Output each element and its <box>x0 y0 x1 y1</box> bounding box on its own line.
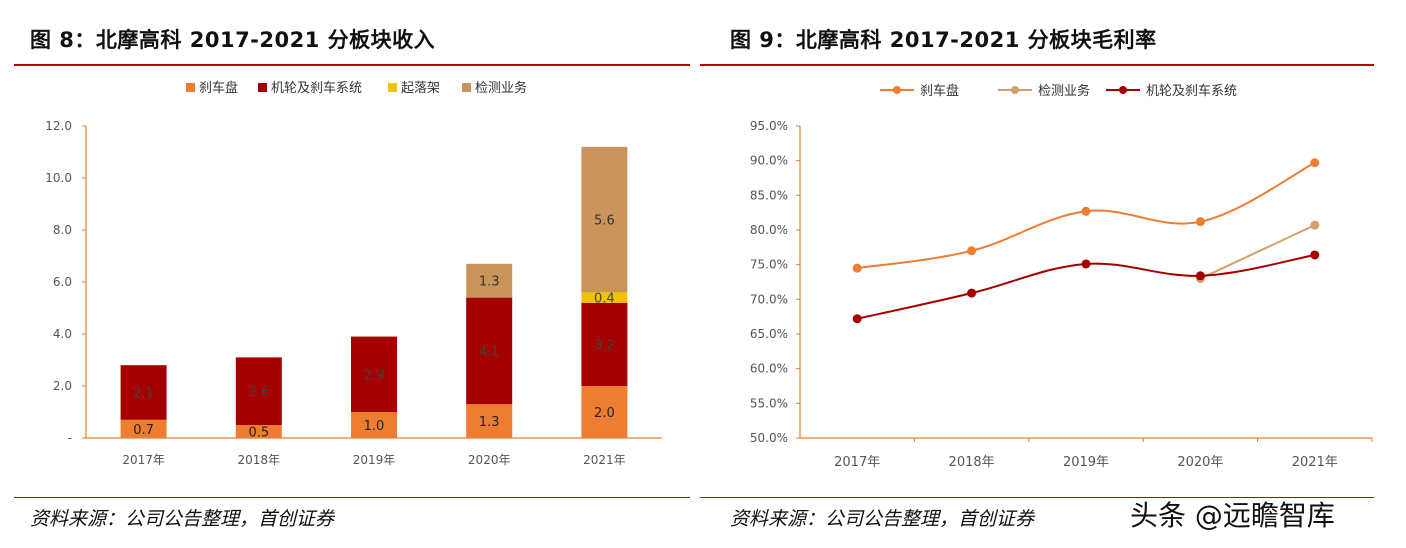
bar-data-label: 5.6 <box>594 214 615 229</box>
bar-segment <box>581 302 628 386</box>
y-tick-label: 2.0 <box>53 379 72 393</box>
margin-line-chart: 刹车盘 检测业务 机轮及刹车系统 50.0% 55.0% 60.0% 65.0% 70.0% 7… <box>750 83 1373 470</box>
y-tick-label: 65.0% <box>750 327 788 341</box>
legend-label-0: 刹车盘 <box>199 80 238 96</box>
legend-swatch-1 <box>258 83 267 92</box>
bar-segment <box>581 292 628 303</box>
y-tick-label: 4.0 <box>53 327 72 341</box>
right-chart-panel: 图 9：北摩高科 2017-2021 分板块毛利率 刹车盘 检测业务 机轮及刹车系统… <box>700 0 1406 548</box>
bar-segment <box>581 386 628 438</box>
bar-segment <box>466 297 513 405</box>
series-point <box>1310 158 1320 168</box>
y-tick-label: 95.0% <box>750 119 788 133</box>
bar-legend: 刹车盘 机轮及刹车系统 起落架 检测业务 <box>186 80 527 96</box>
x-tick-label: 2017年 <box>834 455 880 470</box>
series-point <box>852 263 862 273</box>
right-chart-title: 图 9：北摩高科 2017-2021 分板块毛利率 <box>730 28 1157 52</box>
left-chart-title: 图 8：北摩高科 2017-2021 分板块收入 <box>30 28 436 52</box>
line-legend: 刹车盘 检测业务 机轮及刹车系统 <box>880 83 1237 99</box>
series-point <box>1310 250 1320 260</box>
bar-segment <box>581 146 628 293</box>
legend-label-1: 机轮及刹车系统 <box>271 80 362 96</box>
x-tick-label: 2021年 <box>583 453 626 467</box>
bar-segment <box>120 365 167 420</box>
legend-swatch-0 <box>186 83 195 92</box>
x-tick-label: 2019年 <box>353 453 396 467</box>
series-point <box>1081 206 1091 216</box>
y-tick-label: 70.0% <box>750 292 788 306</box>
bar-segment <box>120 419 167 438</box>
series-point <box>1195 217 1205 227</box>
left-source-rule <box>14 497 690 498</box>
series-line-1 <box>1199 224 1316 280</box>
right-title-rule <box>700 64 1374 66</box>
y-tick-label: 85.0% <box>750 188 788 202</box>
legend-label-2: 机轮及刹车系统 <box>1146 83 1237 99</box>
legend-swatch-2 <box>388 83 397 92</box>
bar-segment <box>351 412 397 438</box>
y-tick-label: - <box>68 431 72 445</box>
y-tick-label: 12.0 <box>45 119 72 133</box>
bar-data-label: 1.0 <box>364 419 385 434</box>
y-tick-label: 80.0% <box>750 223 788 237</box>
bar-segment <box>466 404 513 438</box>
bar-data-label: 0.7 <box>133 423 154 438</box>
bar-data-label: 0.4 <box>594 292 615 307</box>
series-point <box>967 288 977 298</box>
series-point <box>1195 271 1205 281</box>
x-tick-label: 2021年 <box>1292 455 1338 470</box>
legend-label-2: 起落架 <box>401 81 440 96</box>
y-tick-label: 10.0 <box>45 171 72 185</box>
legend-marker-2 <box>1119 86 1127 94</box>
series-point <box>967 246 977 256</box>
bar-data-label: 3.2 <box>594 338 615 353</box>
bar-data-label: 2.0 <box>594 406 615 421</box>
legend-label-1: 检测业务 <box>1038 83 1090 99</box>
bar-data-label: 2.6 <box>248 385 269 400</box>
y-tick-label: 50.0% <box>750 431 788 445</box>
watermark-text: 头条 @远瞻智库 <box>1130 499 1335 532</box>
right-source-note: 资料来源：公司公告整理，首创证券 <box>730 508 1035 530</box>
legend-label-0: 刹车盘 <box>920 83 959 99</box>
bar-data-label: 2.1 <box>133 387 154 402</box>
x-tick-label: 2018年 <box>238 453 281 467</box>
bar-data-label: 4.1 <box>479 345 500 360</box>
x-tick-label: 2018年 <box>949 455 995 470</box>
right-source-rule <box>700 497 1374 498</box>
bar-data-label: 0.5 <box>248 426 269 441</box>
x-tick-label: 2020年 <box>468 453 511 467</box>
series-point <box>1310 220 1320 230</box>
series-point <box>852 314 862 324</box>
bar-data-label: 2.9 <box>364 368 385 383</box>
bar-segment <box>351 336 397 412</box>
series-point <box>1081 259 1091 269</box>
y-tick-label: 90.0% <box>750 154 788 168</box>
x-tick-label: 2019年 <box>1063 455 1109 470</box>
left-title-rule <box>14 64 690 66</box>
stacked-bar-chart: 刹车盘 机轮及刹车系统 起落架 检测业务 - 2.0 4.0 6.0 8.0 10.0 12.0 0.… <box>45 80 662 467</box>
bar-segment <box>466 263 513 298</box>
y-tick-label: 60.0% <box>750 362 788 376</box>
y-tick-label: 55.0% <box>750 396 788 410</box>
x-tick-label: 2020年 <box>1177 455 1223 470</box>
bar-data-label: 1.3 <box>479 415 500 430</box>
y-tick-label: 8.0 <box>53 223 72 237</box>
y-tick-label: 75.0% <box>750 258 788 272</box>
y-tick-label: 6.0 <box>53 275 72 289</box>
legend-swatch-3 <box>462 83 471 92</box>
x-tick-label: 2017年 <box>122 453 165 467</box>
left-chart-panel: 图 8：北摩高科 2017-2021 分板块收入 刹车盘 机轮及刹车系统 起落架 检测… <box>0 0 690 548</box>
legend-marker-1 <box>1011 86 1019 94</box>
legend-marker-0 <box>893 86 901 94</box>
bar-segment <box>235 357 282 425</box>
left-source-note: 资料来源：公司公告整理，首创证券 <box>30 508 335 530</box>
bar-segment <box>235 425 282 438</box>
bar-data-label: 1.3 <box>479 275 500 290</box>
legend-label-3: 检测业务 <box>475 80 527 96</box>
